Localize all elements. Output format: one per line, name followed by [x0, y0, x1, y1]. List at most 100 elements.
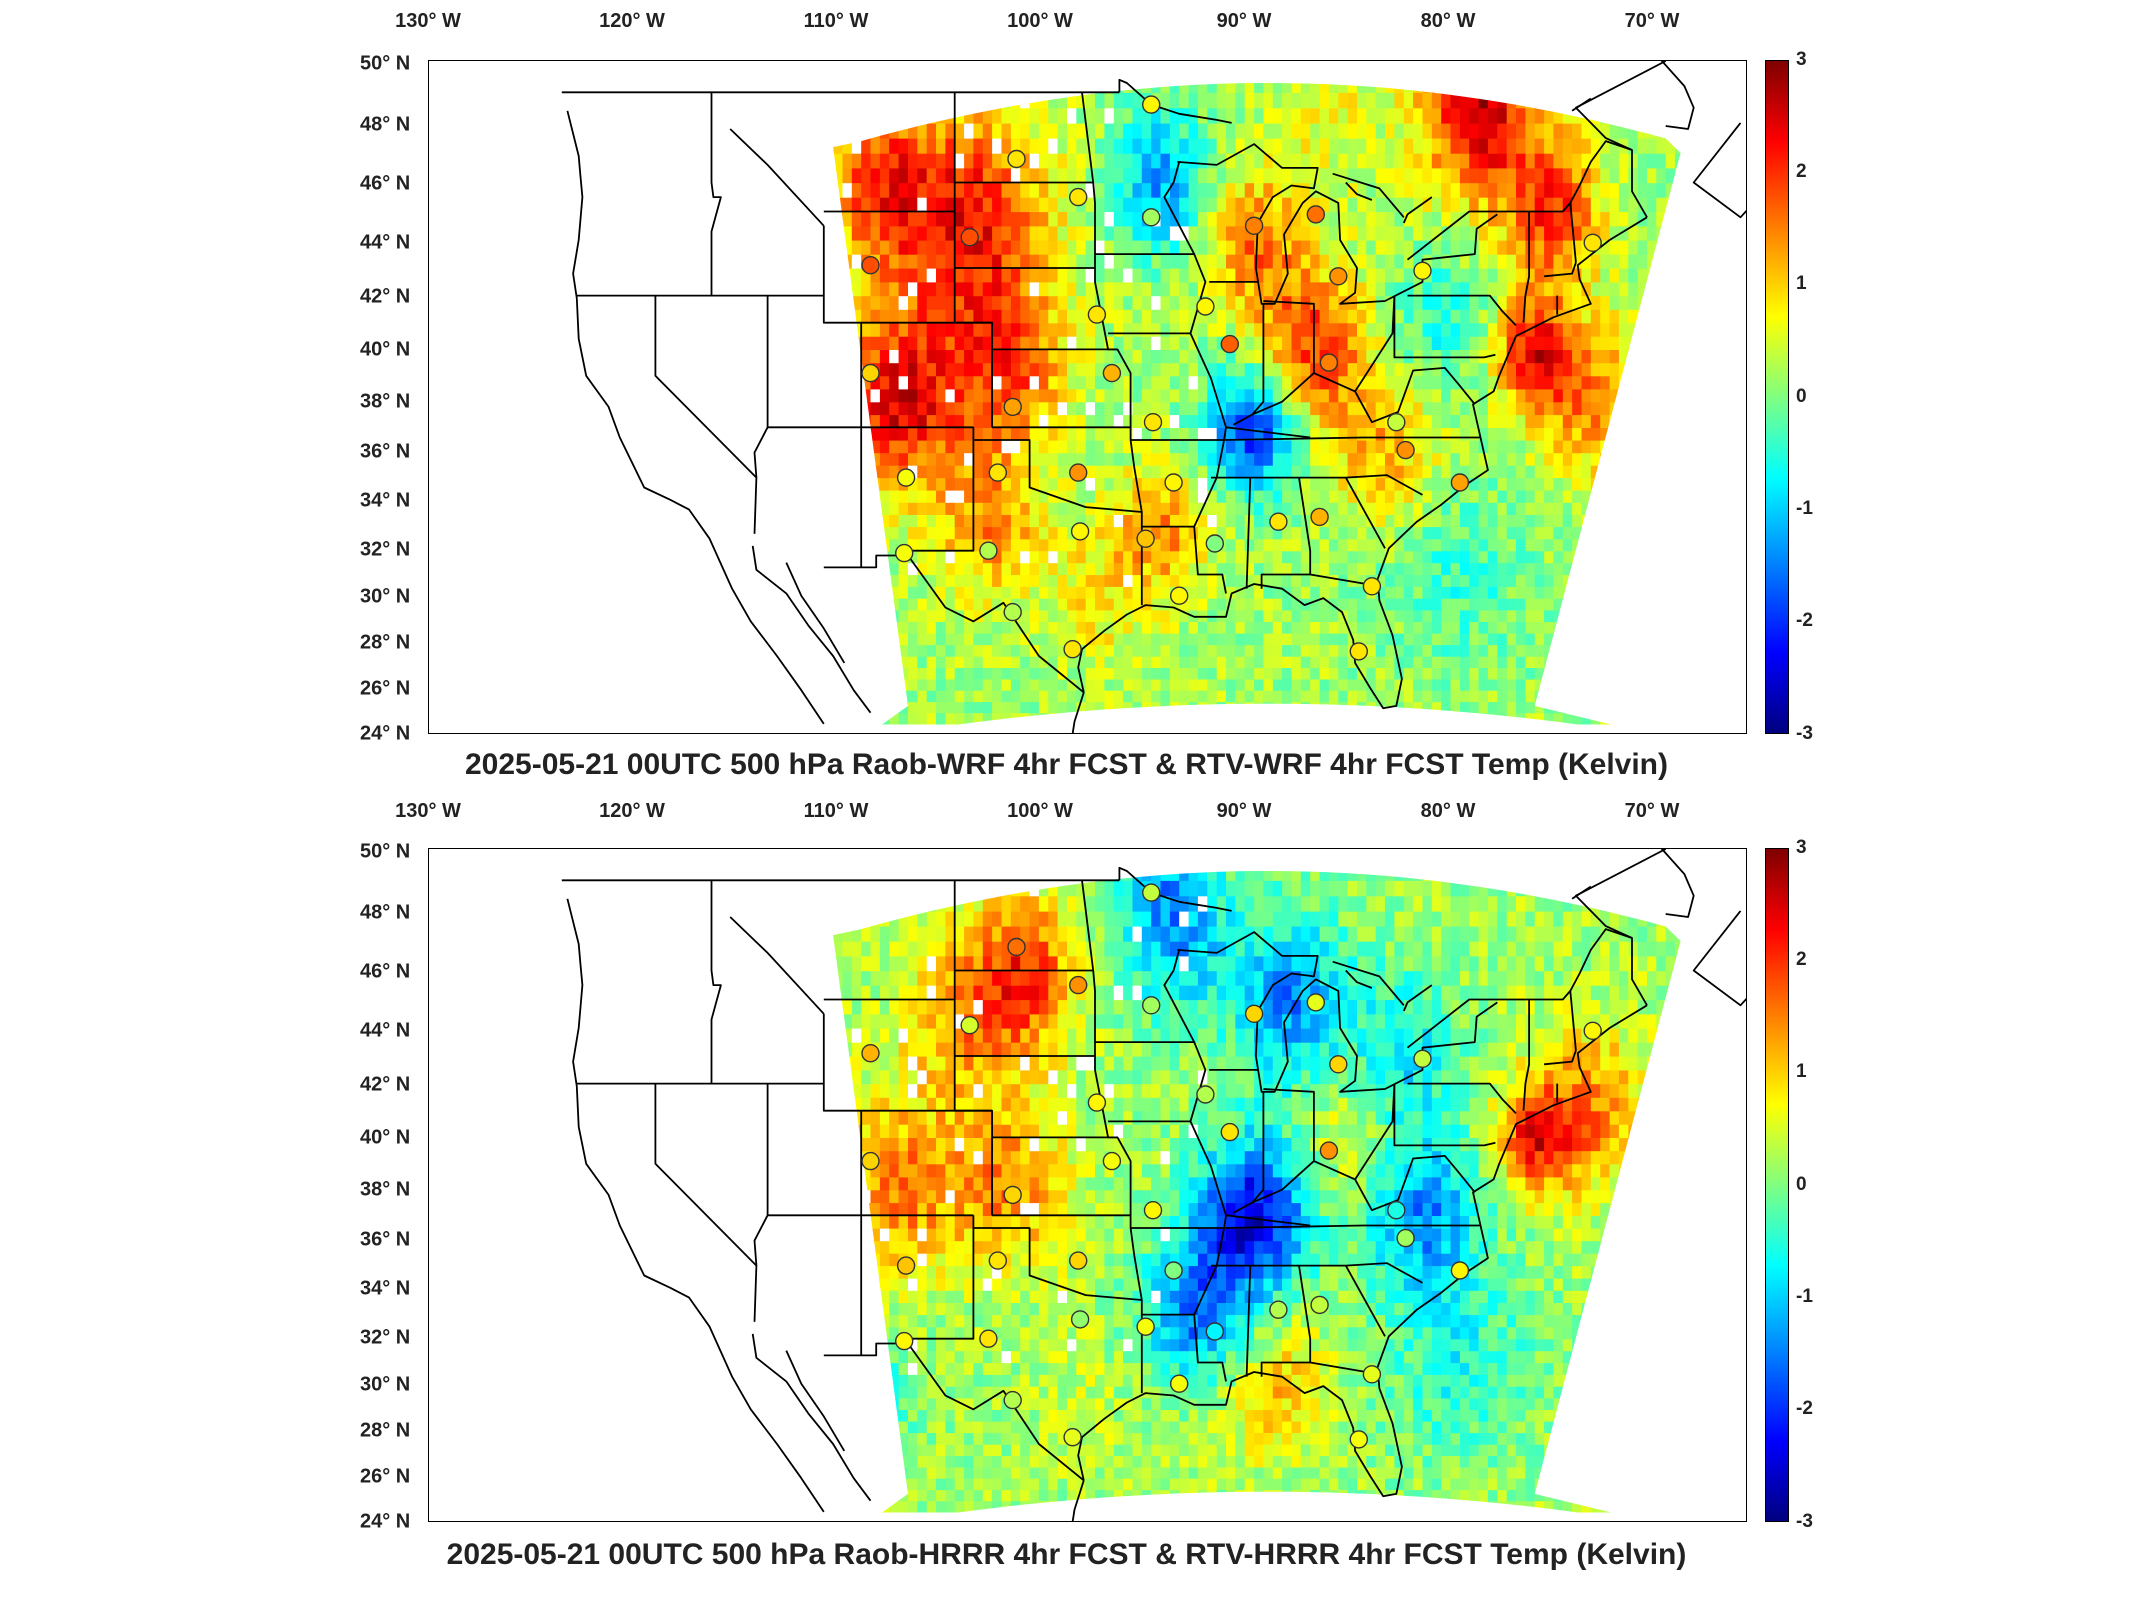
- raob-station-marker[interactable]: [1319, 353, 1339, 372]
- raob-station-marker[interactable]: [1349, 642, 1368, 661]
- field-cell: [1095, 440, 1105, 454]
- field-cell: [1487, 598, 1498, 611]
- field-cell: [1282, 362, 1293, 377]
- field-cell: [1544, 678, 1555, 691]
- field-cell: [861, 92, 872, 109]
- field-cell: [851, 138, 862, 154]
- field-cell: [1675, 609, 1681, 622]
- field-cell: [851, 538, 862, 552]
- field-cell: [1366, 550, 1377, 564]
- field-cell: [861, 414, 872, 428]
- raob-station-marker[interactable]: [1170, 586, 1189, 605]
- field-cell: [1366, 656, 1377, 668]
- field-cell: [1272, 621, 1283, 634]
- state-boundary: [906, 427, 975, 552]
- field-cell: [1459, 514, 1470, 528]
- field-cell: [1478, 336, 1489, 350]
- raob-station-marker[interactable]: [1583, 233, 1602, 253]
- raob-station-marker[interactable]: [1143, 413, 1163, 432]
- raob-station-marker[interactable]: [1413, 261, 1432, 281]
- field-cell: [1441, 574, 1452, 587]
- field-cell: [1151, 452, 1162, 466]
- raob-station-marker[interactable]: [1164, 473, 1183, 492]
- field-cell: [1375, 211, 1386, 227]
- field-cell: [1282, 452, 1293, 466]
- field-cell: [954, 690, 965, 703]
- raob-station-marker[interactable]: [1142, 95, 1161, 114]
- raob-station-marker[interactable]: [1003, 602, 1022, 622]
- raob-station-marker[interactable]: [861, 255, 880, 275]
- raob-station-marker[interactable]: [988, 463, 1007, 482]
- raob-station-marker[interactable]: [1269, 512, 1288, 531]
- field-cell: [1020, 268, 1031, 283]
- field-cell: [1113, 254, 1124, 269]
- raob-station-marker[interactable]: [1396, 440, 1415, 460]
- raob-station-marker[interactable]: [1306, 205, 1325, 224]
- field-cell: [1001, 690, 1012, 703]
- field-cell: [982, 427, 993, 441]
- field-cell: [1609, 375, 1620, 390]
- raob-station-marker[interactable]: [979, 541, 998, 560]
- field-cell: [1254, 375, 1265, 390]
- field-cell: [1113, 336, 1124, 350]
- raob-station-marker[interactable]: [1205, 534, 1224, 553]
- field-cell: [1300, 153, 1311, 169]
- field-cell: [1431, 375, 1442, 390]
- raob-station-marker[interactable]: [1310, 507, 1329, 527]
- field-cell: [1310, 122, 1321, 139]
- field-cell: [1647, 633, 1657, 646]
- field-cell: [1010, 690, 1021, 703]
- raob-station-marker[interactable]: [1087, 305, 1107, 324]
- raob-station-marker[interactable]: [896, 468, 916, 487]
- field-cell: [1282, 414, 1293, 428]
- field-cell: [1459, 122, 1470, 139]
- raob-station-marker[interactable]: [1362, 577, 1382, 596]
- raob-station-marker[interactable]: [1007, 149, 1026, 169]
- field-cell: [1478, 678, 1489, 691]
- raob-station-marker[interactable]: [1003, 397, 1022, 417]
- field-cell: [833, 92, 834, 109]
- raob-station-marker[interactable]: [1069, 187, 1088, 207]
- field-cell: [1029, 550, 1040, 564]
- raob-station-marker[interactable]: [1136, 529, 1155, 548]
- raob-station-marker[interactable]: [861, 363, 880, 383]
- field-cell: [1244, 598, 1255, 611]
- field-cell: [945, 309, 956, 324]
- field-cell: [1656, 586, 1667, 599]
- colorbar-tick-label: 2: [1796, 161, 1807, 182]
- field-cell: [1534, 375, 1545, 390]
- field-cell: [1394, 427, 1405, 441]
- field-cell: [1525, 401, 1536, 416]
- field-cell: [1553, 678, 1564, 691]
- field-cell: [917, 414, 928, 428]
- raob-station-marker[interactable]: [960, 227, 979, 247]
- field-cell: [1497, 633, 1508, 646]
- map-area[interactable]: [428, 848, 1747, 1522]
- field-cell: [926, 465, 937, 479]
- raob-station-marker[interactable]: [1387, 413, 1406, 432]
- raob-station-marker[interactable]: [1102, 363, 1122, 383]
- raob-station-marker[interactable]: [1220, 334, 1239, 354]
- raob-station-marker[interactable]: [895, 543, 914, 563]
- field-cell: [1684, 563, 1694, 576]
- field-cell: [1104, 667, 1115, 680]
- field-cell: [1001, 667, 1012, 680]
- field-cell: [1656, 322, 1667, 337]
- raob-station-marker[interactable]: [1063, 640, 1082, 659]
- field-cell: [851, 465, 862, 479]
- field-cell: [1656, 375, 1667, 390]
- raob-station-marker[interactable]: [1070, 522, 1090, 541]
- raob-station-marker[interactable]: [1069, 463, 1088, 482]
- field-cell: [1160, 268, 1171, 283]
- raob-station-marker[interactable]: [1450, 473, 1470, 492]
- raob-station-marker[interactable]: [1196, 297, 1215, 316]
- raob-station-marker[interactable]: [1244, 216, 1264, 236]
- field-cell: [1431, 440, 1442, 454]
- field-cell: [1525, 107, 1536, 124]
- raob-station-marker[interactable]: [1142, 208, 1161, 227]
- map-area[interactable]: [428, 60, 1747, 734]
- raob-station-marker[interactable]: [1329, 267, 1348, 286]
- field-cell: [1076, 268, 1087, 283]
- field-cell: [1038, 268, 1049, 283]
- field-cell: [1544, 609, 1555, 622]
